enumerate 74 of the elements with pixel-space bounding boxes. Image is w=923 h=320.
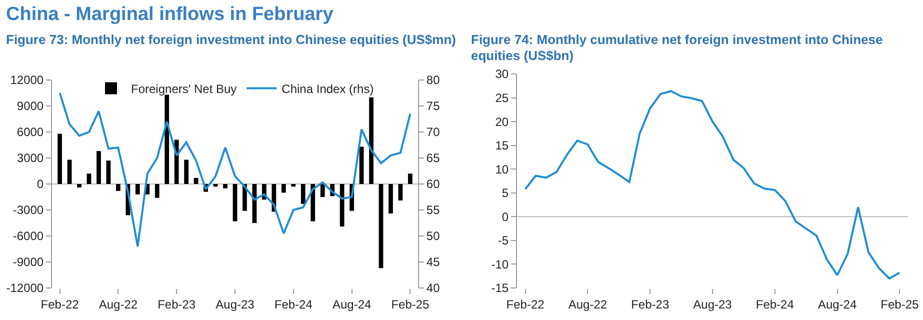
x-tick-label: Feb-25 xyxy=(880,297,920,312)
y2-tick-label: 40 xyxy=(426,281,440,296)
bar xyxy=(77,184,82,188)
y-tick-label: -9000 xyxy=(12,255,44,270)
y-tick-label: -10 xyxy=(491,257,509,272)
bar xyxy=(310,184,316,222)
x-tick-label: Aug-23 xyxy=(693,297,732,312)
y-tick-label: -6000 xyxy=(12,229,44,244)
x-tick-label: Aug-24 xyxy=(818,297,857,312)
legend-label: Foreigners' Net Buy xyxy=(131,82,237,96)
bar xyxy=(164,94,170,184)
bar xyxy=(388,184,393,214)
x-tick-label: Feb-22 xyxy=(40,297,80,312)
y-tick-label: -3000 xyxy=(12,203,44,218)
y2-tick-label: 45 xyxy=(426,255,440,270)
bar xyxy=(106,160,111,184)
x-tick-label: Feb-24 xyxy=(274,297,313,312)
bar xyxy=(378,184,384,268)
x-tick-label: Feb-25 xyxy=(391,297,430,312)
y2-tick-label: 60 xyxy=(426,177,440,192)
y2-tick-label: 80 xyxy=(426,73,440,88)
chart-subtitle: Figure 73: Monthly net foreign investment into Chinese equities (US$mn) xyxy=(6,32,457,49)
y-tick-label: 9000 xyxy=(16,99,44,114)
y-tick-label: 20 xyxy=(495,114,509,129)
y-tick-label: -12000 xyxy=(6,281,44,296)
y-tick-label: -15 xyxy=(491,281,509,296)
bar xyxy=(232,184,238,222)
legend-label: China Index (rhs) xyxy=(282,82,374,96)
y-tick-label: 0 xyxy=(36,177,44,192)
y-tick-label: 0 xyxy=(502,210,509,224)
bar xyxy=(281,184,286,193)
bar xyxy=(116,184,120,191)
y2-tick-label: 55 xyxy=(426,203,440,218)
bar xyxy=(184,160,189,184)
y2-tick-label: 50 xyxy=(426,229,440,244)
x-tick-label: Feb-23 xyxy=(158,297,196,312)
bar xyxy=(194,178,198,184)
y2-tick-label: 65 xyxy=(426,151,440,166)
y-tick-label: 12000 xyxy=(10,73,44,88)
bar xyxy=(398,184,403,200)
y-tick-label: 15 xyxy=(495,138,509,153)
x-tick-label: Feb-22 xyxy=(506,297,545,312)
bar xyxy=(135,184,140,194)
bar xyxy=(359,146,364,184)
bar xyxy=(320,184,325,197)
bar xyxy=(369,97,374,184)
bar xyxy=(408,174,412,184)
bar xyxy=(86,174,92,184)
y-tick-label: -5 xyxy=(498,234,509,248)
y2-tick-label: 70 xyxy=(426,125,440,140)
x-tick-label: Feb-23 xyxy=(631,297,670,312)
bar xyxy=(223,184,228,188)
x-tick-label: Aug-22 xyxy=(98,297,138,312)
line-series xyxy=(524,90,901,280)
bar xyxy=(58,134,62,184)
y2-tick-label: 75 xyxy=(426,99,440,114)
y-tick-label: 5 xyxy=(502,186,509,200)
chart-title: Figure 74: Monthly cumulative net foreign investment into Chinese equities (US$bn) xyxy=(471,32,884,65)
x-tick-label: Feb-24 xyxy=(756,297,794,312)
y-tick-label: 6000 xyxy=(16,125,44,140)
y-tick-label: 25 xyxy=(495,90,509,105)
chart-title: China - Marginal inflows in February xyxy=(6,4,334,27)
x-tick-label: Aug-23 xyxy=(216,297,255,312)
y-tick-label: 10 xyxy=(495,162,509,176)
bar xyxy=(300,184,306,204)
bar xyxy=(291,184,296,187)
bar xyxy=(67,160,72,184)
y-tick-label: 30 xyxy=(495,67,509,82)
bar xyxy=(154,184,160,198)
x-tick-label: Aug-22 xyxy=(568,297,608,312)
y-tick-label: 3000 xyxy=(16,151,44,166)
x-tick-label: Aug-24 xyxy=(332,297,372,312)
bar xyxy=(96,151,101,184)
bar xyxy=(340,184,344,226)
